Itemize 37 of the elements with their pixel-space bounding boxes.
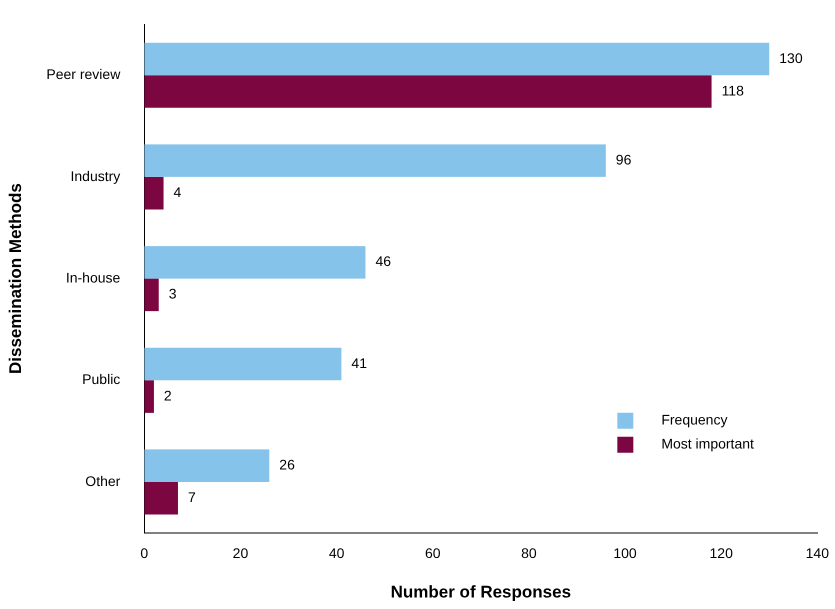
x-tick-label: 100 — [613, 545, 637, 562]
bar — [144, 482, 178, 514]
x-tick-label: 40 — [328, 545, 345, 562]
data-label: 118 — [722, 82, 744, 98]
y-axis-title: Dissemination Methods — [6, 183, 25, 374]
x-tick-label: 80 — [521, 545, 537, 562]
bar — [144, 380, 154, 413]
data-label: 130 — [779, 50, 803, 66]
y-tick-label: In-house — [66, 269, 121, 286]
bar — [144, 348, 342, 380]
x-tick-label: 120 — [710, 545, 734, 562]
data-label: 41 — [351, 354, 368, 371]
bar — [144, 75, 712, 108]
data-label: 2 — [164, 387, 172, 404]
y-tick-label: Other — [85, 472, 121, 489]
data-label: 4 — [174, 184, 182, 200]
bar — [144, 246, 366, 279]
x-tick-label: 60 — [424, 545, 441, 562]
x-tick-label: 0 — [140, 545, 148, 562]
y-tick-label: Public — [82, 371, 120, 388]
bar — [144, 176, 164, 210]
legend-label: Frequency — [661, 412, 728, 428]
x-tick-label: 140 — [806, 545, 830, 562]
x-axis-title: Number of Responses — [390, 582, 572, 602]
data-label: 3 — [168, 286, 177, 302]
data-label: 26 — [279, 456, 296, 473]
y-tick-label: Peer review — [46, 66, 122, 82]
bar — [144, 144, 606, 177]
bar — [144, 42, 770, 76]
bar — [144, 278, 159, 312]
data-label: 96 — [616, 152, 632, 168]
bar — [144, 449, 270, 482]
legend-label: Most important — [661, 436, 754, 452]
data-label: 7 — [188, 489, 196, 506]
x-tick-label: 20 — [232, 545, 248, 562]
y-tick-label: Industry — [70, 168, 120, 184]
data-label: 46 — [375, 253, 392, 270]
